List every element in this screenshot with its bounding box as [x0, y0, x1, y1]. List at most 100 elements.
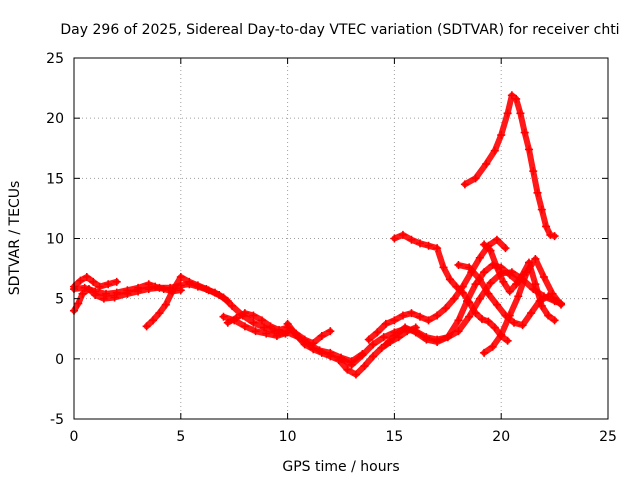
y-tick-label: 15 — [46, 171, 64, 187]
data-point — [123, 286, 132, 295]
data-point — [134, 283, 143, 292]
data-point — [317, 348, 326, 357]
y-tick-label: 10 — [46, 232, 64, 248]
data-point — [240, 309, 249, 318]
data-point — [251, 327, 260, 336]
series-arc-6 — [223, 309, 335, 348]
data-point — [104, 280, 113, 289]
data-point — [454, 260, 463, 269]
data-point — [520, 128, 529, 137]
y-tick-label: 25 — [46, 51, 64, 67]
data-point — [249, 311, 258, 320]
data-point — [499, 277, 508, 286]
data-point — [505, 287, 514, 296]
data-point — [443, 333, 452, 342]
data-point — [471, 280, 480, 289]
data-point — [149, 316, 158, 325]
data-point — [454, 316, 463, 325]
data-point — [159, 285, 168, 294]
axis-ticks: 0 5 10 15 20 25 -5 0 5 10 15 20 25 — [46, 51, 617, 445]
data-point — [161, 300, 170, 309]
data-point — [550, 316, 559, 325]
x-tick-label: 10 — [279, 429, 297, 445]
series-arc-3 — [70, 280, 185, 298]
data-point — [369, 340, 378, 349]
data-point — [398, 230, 407, 239]
x-tick-label: 25 — [599, 429, 617, 445]
x-tick-label: 5 — [176, 429, 185, 445]
data-point — [480, 240, 489, 249]
data-point — [343, 365, 352, 374]
data-point — [292, 330, 301, 339]
data-point — [78, 289, 87, 298]
data-point — [557, 300, 566, 309]
data-point — [240, 322, 249, 331]
data-point — [439, 263, 448, 272]
data-point — [544, 311, 553, 320]
data-point — [501, 244, 510, 253]
chart-title: Day 296 of 2025, Sidereal Day-to-day VTE… — [60, 22, 619, 38]
data-point — [452, 282, 461, 291]
data-point — [202, 285, 211, 294]
data-point — [80, 283, 89, 292]
data-point — [492, 235, 501, 244]
data-point — [185, 277, 194, 286]
data-point — [480, 268, 489, 277]
data-point — [482, 159, 491, 168]
data-point — [537, 205, 546, 214]
data-point — [364, 335, 373, 344]
data-point — [168, 287, 177, 296]
data-point — [228, 301, 237, 310]
data-point — [422, 335, 431, 344]
data-point — [102, 289, 111, 298]
data-point — [379, 333, 388, 342]
data-point — [433, 311, 442, 320]
data-point — [326, 352, 335, 361]
data-point — [407, 235, 416, 244]
y-tick-label: -5 — [50, 412, 64, 428]
data-point — [433, 337, 442, 346]
data-point — [488, 342, 497, 351]
data-point — [503, 336, 512, 345]
data-point — [527, 309, 536, 318]
data-point — [74, 299, 83, 308]
data-point — [531, 280, 540, 289]
data-point — [373, 328, 382, 337]
data-point — [518, 270, 527, 279]
data-point — [142, 322, 151, 331]
data-point — [360, 362, 369, 371]
data-point — [155, 309, 164, 318]
data-point — [193, 281, 202, 290]
data-point — [480, 348, 489, 357]
data-point — [407, 309, 416, 318]
data-point — [347, 360, 356, 369]
data-point — [460, 180, 469, 189]
data-point — [518, 321, 527, 330]
series-track — [461, 92, 558, 240]
series-arc-15 — [460, 91, 559, 241]
data-point — [411, 328, 420, 337]
y-tick-label: 0 — [55, 352, 64, 368]
data-point — [471, 309, 480, 318]
data-point — [377, 344, 386, 353]
data-point — [465, 312, 474, 321]
data-point — [219, 293, 228, 302]
data-point — [232, 313, 241, 322]
data-point — [390, 316, 399, 325]
data-point — [283, 319, 292, 328]
x-tick-label: 15 — [385, 429, 403, 445]
data-point — [516, 109, 525, 118]
data-point — [471, 174, 480, 183]
data-point — [465, 298, 474, 307]
data-point — [512, 280, 521, 289]
data-point — [490, 146, 499, 155]
x-tick-label: 20 — [492, 429, 510, 445]
data-point — [475, 253, 484, 262]
data-point — [531, 254, 540, 263]
data-point — [249, 318, 258, 327]
data-point — [390, 234, 399, 243]
data-point — [390, 331, 399, 340]
data-point — [484, 289, 493, 298]
data-point — [484, 317, 493, 326]
data-point — [272, 331, 281, 340]
